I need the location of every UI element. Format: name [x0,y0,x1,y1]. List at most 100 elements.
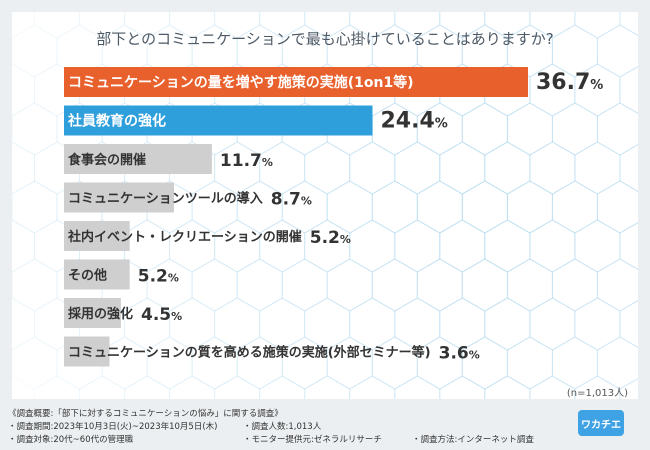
hexagon-decoration [394,297,441,351]
value-label-7: 3.6% [439,344,480,364]
hexagon-decoration [574,219,621,273]
hexagon-decoration [484,12,531,39]
hexagon-decoration [124,12,171,39]
bar-5 [64,259,130,290]
value-label-1: 24.4% [380,109,447,134]
hexagon-decoration [259,375,306,399]
hexagon-decoration [394,12,441,39]
hexagon-decoration [236,24,283,78]
survey-target: ・調査対象:20代~60代の管理職 [8,435,134,445]
hexagon-decoration [304,297,351,351]
hexagon-decoration [529,63,576,117]
hexagon-decoration [371,336,418,390]
hexagon-decoration [574,141,621,195]
hexagon-decoration [596,258,638,312]
hexagon-decoration [281,102,328,156]
hexagon-decoration [79,219,126,273]
hexagon-decoration [12,102,58,156]
bar-6 [64,298,121,328]
hexagon-decoration [326,24,373,78]
hexagon-decoration [12,258,58,312]
hexagon-decoration [349,12,396,39]
hexagon-decoration [12,297,35,351]
hexagon-decoration [124,375,171,399]
hexagon-decoration [506,24,553,78]
hexagon-decoration [124,141,171,195]
hexagon-decoration [439,12,486,39]
hexagon-decoration [304,12,351,39]
hexagon-decoration [371,102,418,156]
hexagon-decoration [349,219,396,273]
hexagon-decoration [34,12,80,39]
hexagon-decoration [56,24,103,78]
hexagon-decoration [551,258,598,312]
hexagon-decoration [214,63,261,117]
hexagon-decoration [101,336,148,390]
hexagon-decoration [191,102,238,156]
hexagon-decoration [169,12,216,39]
survey-footer: 《調査概要:「部下に対するコミュニケーションの悩み」に関する調査》 ・調査期間:… [0,405,650,450]
hexagon-decoration [461,336,508,390]
hexagon-decoration [169,219,216,273]
sample-size-note: (n=1,013人) [566,388,628,399]
value-label-4: 5.2% [310,228,351,248]
hexagon-decoration [281,180,328,234]
hexagon-decoration [146,102,193,156]
hexagon-decoration [146,336,193,390]
hexagon-decoration [236,336,283,390]
hexagon-decoration [146,180,193,234]
chart-title: 部下とのコミュニケーションで最も心掛けていることはありますか? [96,30,554,48]
hexagon-decoration [439,375,486,399]
hexagon-decoration [574,63,621,117]
hexagon-decoration [236,180,283,234]
hexagon-decoration [191,336,238,390]
hexagon-decoration [326,258,373,312]
hexagon-decoration [12,219,35,273]
category-label-2: 食事会の開催 [68,152,146,168]
brand-logo: ワカチエ [578,410,624,436]
bar-3 [64,182,174,213]
hexagon-decoration [484,375,531,399]
hexagon-decoration [124,63,171,117]
hexagon-decoration [394,375,441,399]
hexagon-decoration [326,336,373,390]
hexagon-decoration [596,102,638,156]
hexagon-decoration [461,258,508,312]
hexagon-decoration [349,375,396,399]
bar-7 [64,336,110,367]
hexagon-decoration [416,24,463,78]
hexagon-decoration [56,102,103,156]
hexagon-decoration [12,141,35,195]
hexagon-decoration [304,219,351,273]
hexagon-decoration [169,375,216,399]
hexagon-decoration [34,375,80,399]
value-label-2: 11.7% [220,151,273,171]
hexagon-decoration [101,180,148,234]
hexagon-decoration [304,141,351,195]
hexagon-decoration [259,12,306,39]
hexagon-decoration [371,258,418,312]
hexagon-decoration [349,141,396,195]
hexagon-decoration [484,297,531,351]
hexagon-decoration [214,219,261,273]
hexagon-decoration [169,63,216,117]
hexagon-decoration [236,102,283,156]
hexagon-decoration [506,336,553,390]
hexagon-decoration [304,375,351,399]
hexagon-decoration [529,219,576,273]
value-label-3: 8.7% [271,190,312,210]
hexagon-decoration [124,297,171,351]
category-label-1: 社員教育の強化 [67,113,166,130]
hexagon-decoration [34,219,80,273]
hexagon-decoration [12,24,58,78]
hexagon-decoration [371,24,418,78]
hexagon-decoration [214,297,261,351]
hexagon-decoration [596,180,638,234]
category-label-0: コミュニケーションの量を増やす施策の実施(1on1等) [68,74,414,91]
hexagon-decoration [101,102,148,156]
hexagon-decoration [506,258,553,312]
category-label-5: その他 [68,268,107,284]
hexagon-decoration [169,141,216,195]
hexagon-decoration [349,63,396,117]
hexagon-decoration [574,297,621,351]
